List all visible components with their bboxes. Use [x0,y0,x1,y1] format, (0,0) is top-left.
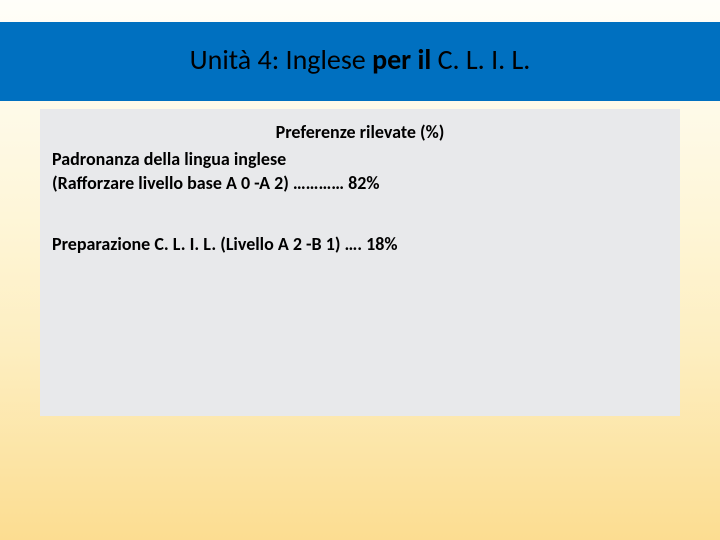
content-subtitle: Preferenze rilevate (%) [52,121,668,143]
item1-line1: Padronanza della lingua inglese [52,147,668,171]
title-prefix: Unità 4: Inglese [190,42,372,77]
title-bar: Unità 4: Inglese per il C. L. I. L. [0,22,720,101]
item2: Preparazione C. L. I. L. (Livello A 2 -B… [52,232,668,256]
title-bold: per il [372,42,431,77]
spacer [52,196,668,232]
content-box: Preferenze rilevate (%) Padronanza della… [40,109,680,416]
item1-line2: (Rafforzare livello base A 0 -A 2) ………… … [52,171,668,195]
title-suffix: C. L. I. L. [431,42,530,77]
slide-title: Unità 4: Inglese per il C. L. I. L. [190,42,531,77]
